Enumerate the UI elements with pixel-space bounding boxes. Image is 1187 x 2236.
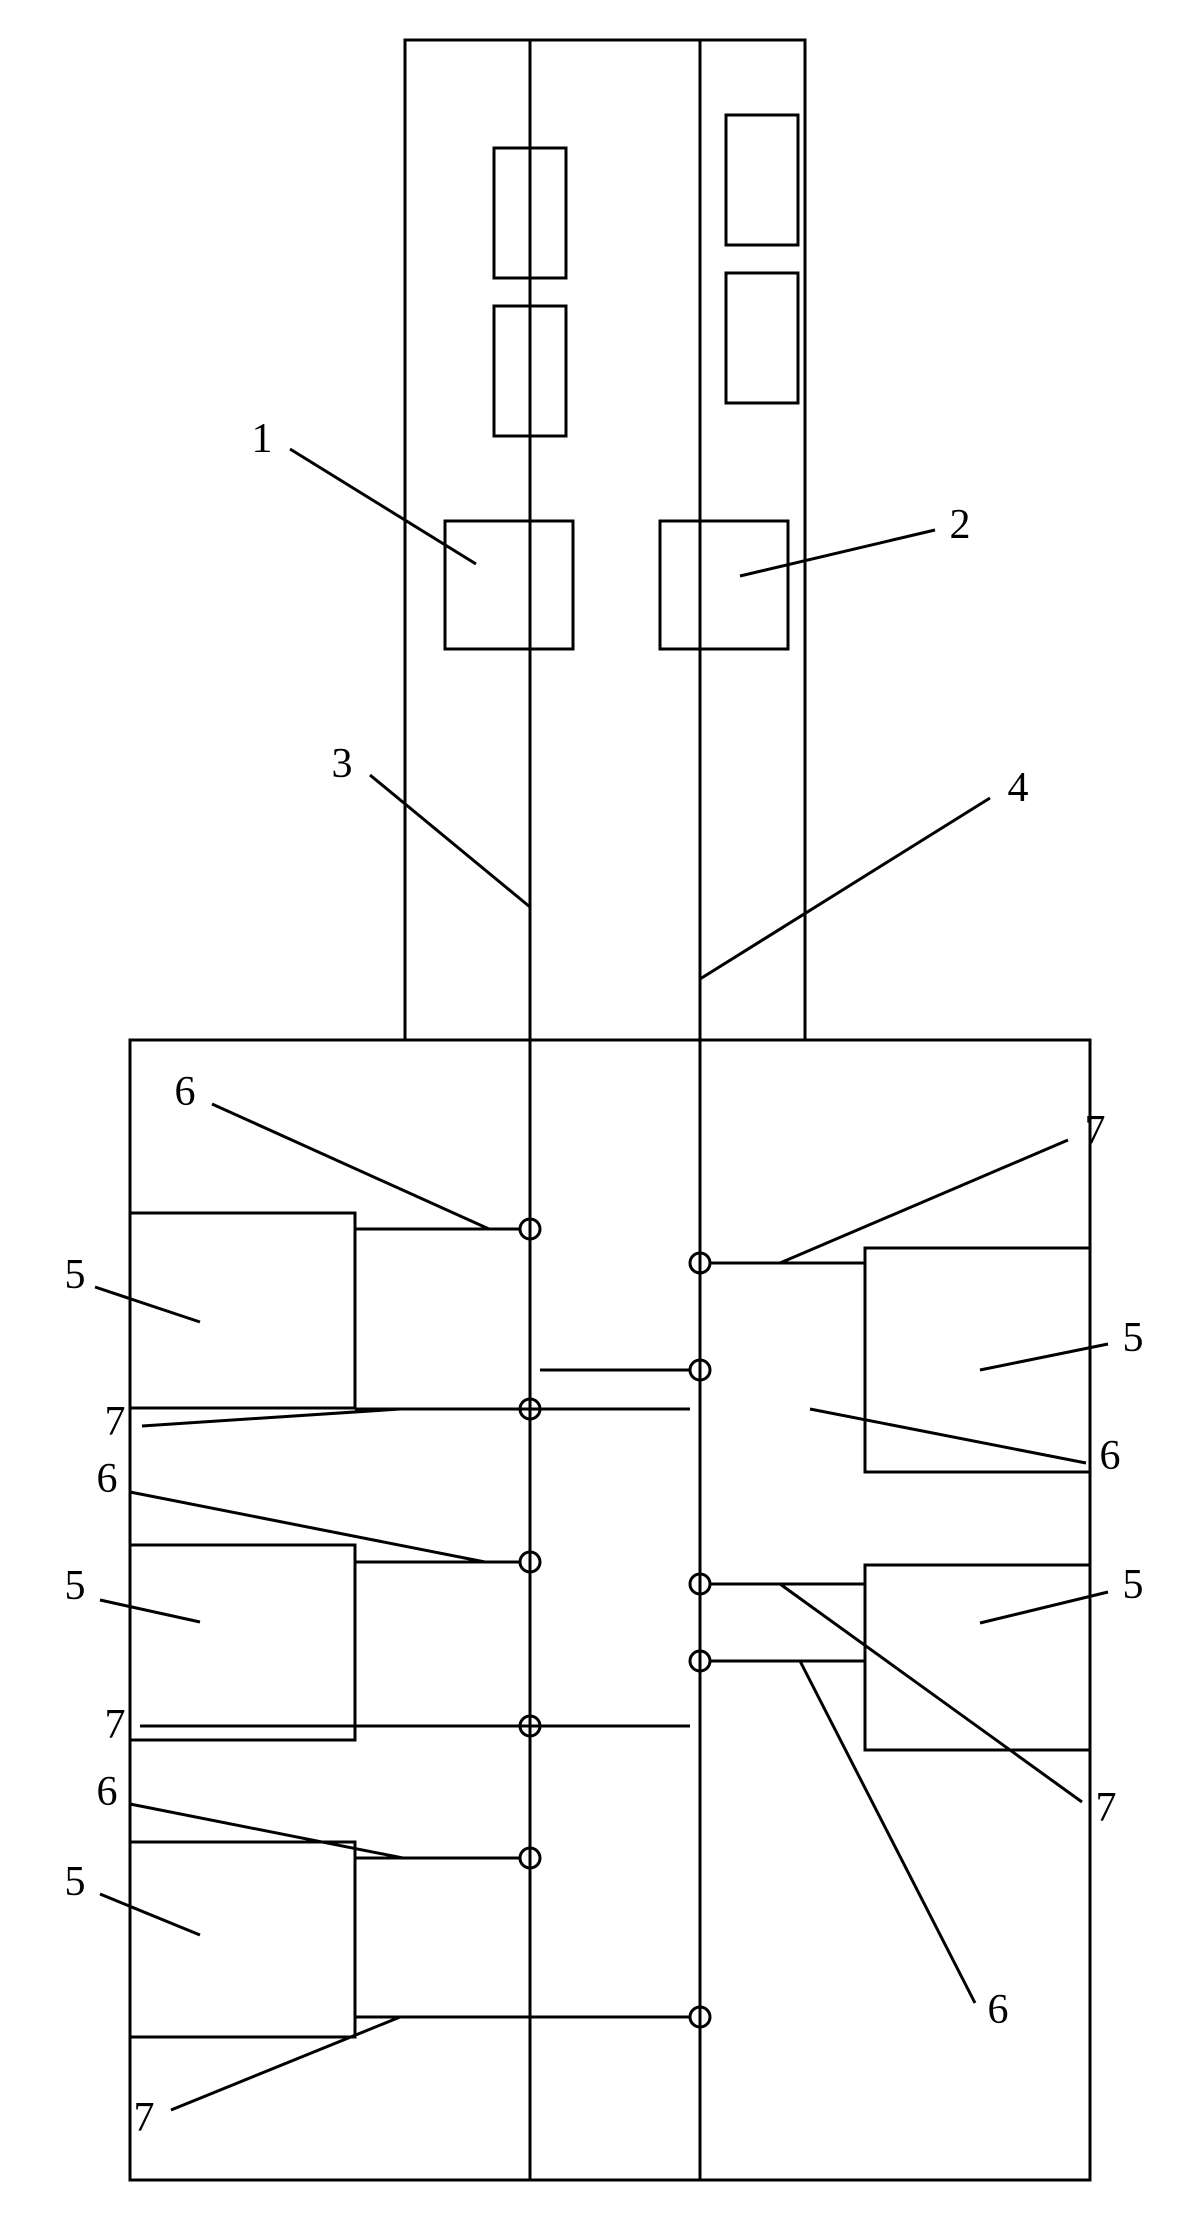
callout-label-13: 6 bbox=[988, 1987, 1009, 2033]
upper-small-rect-2 bbox=[726, 115, 798, 245]
leader-line-16 bbox=[171, 2017, 400, 2110]
side-rect-2 bbox=[130, 1842, 355, 2037]
leader-line-1 bbox=[740, 530, 935, 576]
leader-line-3 bbox=[700, 798, 990, 979]
callout-label-18: 7 bbox=[1096, 1785, 1117, 1831]
leader-line-6 bbox=[100, 1894, 200, 1935]
callout-label-0: 1 bbox=[252, 416, 273, 462]
callout-label-14: 7 bbox=[105, 1399, 126, 1445]
leader-line-0 bbox=[290, 449, 476, 564]
callout-label-1: 2 bbox=[950, 502, 971, 548]
callout-label-6: 5 bbox=[65, 1859, 86, 1905]
callout-label-11: 6 bbox=[97, 1769, 118, 1815]
leader-line-4 bbox=[95, 1287, 200, 1322]
leader-line-14 bbox=[142, 1409, 400, 1426]
leader-line-11 bbox=[130, 1804, 403, 1858]
leader-line-2 bbox=[370, 775, 530, 907]
leader-line-5 bbox=[100, 1600, 200, 1622]
lower-outline bbox=[130, 1040, 1090, 2180]
callout-label-3: 4 bbox=[1008, 765, 1029, 811]
callout-label-17: 7 bbox=[1085, 1108, 1106, 1154]
callout-label-10: 6 bbox=[97, 1456, 118, 1502]
upper-big-rect-1 bbox=[660, 521, 788, 649]
upper-small-rect-3 bbox=[726, 273, 798, 403]
callout-label-9: 6 bbox=[175, 1069, 196, 1115]
leader-line-18 bbox=[780, 1584, 1082, 1802]
callout-label-8: 5 bbox=[1123, 1562, 1144, 1608]
side-rect-4 bbox=[865, 1565, 1090, 1750]
callout-label-5: 5 bbox=[65, 1563, 86, 1609]
callout-label-4: 5 bbox=[65, 1252, 86, 1298]
callout-label-15: 7 bbox=[105, 1702, 126, 1748]
leader-line-12 bbox=[810, 1409, 1086, 1463]
callout-label-12: 6 bbox=[1100, 1433, 1121, 1479]
leader-line-13 bbox=[800, 1661, 975, 2003]
leader-line-17 bbox=[780, 1140, 1068, 1263]
callout-label-2: 3 bbox=[332, 741, 353, 787]
leader-line-9 bbox=[212, 1104, 489, 1229]
callout-label-7: 5 bbox=[1123, 1315, 1144, 1361]
leader-line-10 bbox=[130, 1492, 485, 1562]
upper-big-rect-0 bbox=[445, 521, 573, 649]
callout-label-16: 7 bbox=[134, 2095, 155, 2141]
upper-outline bbox=[405, 40, 805, 1040]
side-rect-3 bbox=[865, 1248, 1090, 1472]
side-rect-1 bbox=[130, 1545, 355, 1740]
